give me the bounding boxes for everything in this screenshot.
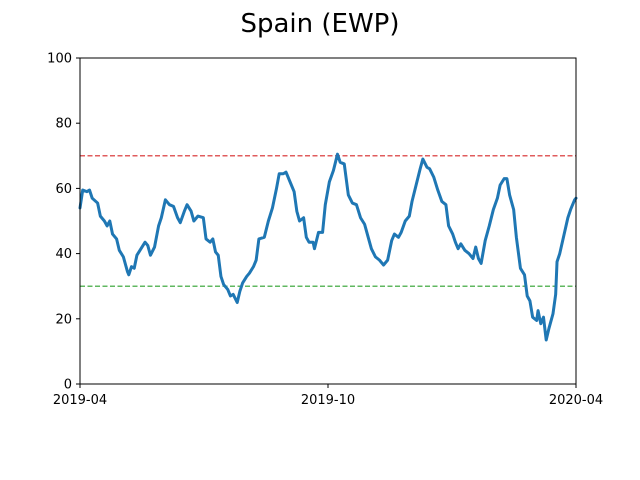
- y-tick-label: 20: [55, 312, 72, 327]
- series-layer: [78, 152, 578, 342]
- y-tick-label: 60: [55, 182, 72, 197]
- x-tick-label: 2019-04: [53, 393, 107, 408]
- chart-title: Spain (EWP): [240, 9, 399, 39]
- y-axis: 0 20 40 60 80 100: [47, 52, 80, 393]
- x-tick-label: 2019-10: [301, 393, 355, 408]
- x-tick-label: 2020-04: [549, 393, 603, 408]
- reference-lines: [80, 155, 576, 287]
- y-tick-label: 100: [47, 52, 72, 67]
- y-tick-label: 40: [55, 247, 72, 262]
- plot-area: [80, 58, 576, 384]
- y-tick-label: 0: [64, 378, 72, 393]
- series-line-0: [78, 152, 578, 342]
- y-tick-label: 80: [55, 117, 72, 132]
- x-axis: 2019-04 2019-10 2020-04: [53, 384, 603, 408]
